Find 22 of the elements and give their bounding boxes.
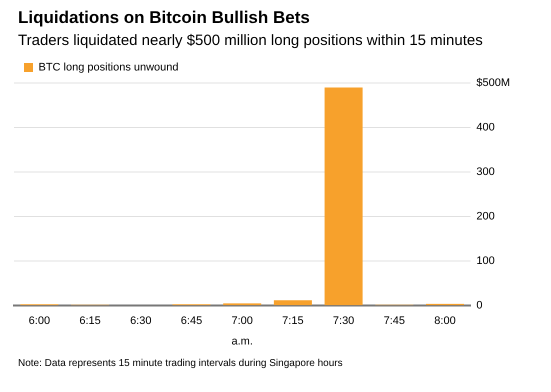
x-tick-label: 7:00 bbox=[231, 315, 253, 328]
y-tick-label: 200 bbox=[476, 210, 495, 223]
y-tick-label: 0 bbox=[476, 300, 482, 312]
y-tick-label: 300 bbox=[476, 166, 495, 178]
x-tick-label: 6:30 bbox=[130, 315, 152, 328]
x-tick-label: 6:45 bbox=[180, 315, 202, 328]
chart-title: Liquidations on Bitcoin Bullish Bets bbox=[18, 8, 310, 28]
x-tick-label: 6:15 bbox=[79, 315, 101, 328]
y-tick-label: $500M bbox=[476, 77, 510, 90]
y-tick-label: 400 bbox=[476, 122, 495, 134]
x-tick-label: 7:30 bbox=[332, 315, 354, 328]
x-tick-label: 7:15 bbox=[282, 315, 304, 328]
x-tick-label: 6:00 bbox=[28, 315, 50, 328]
bar bbox=[274, 300, 312, 306]
x-tick-label: 8:00 bbox=[434, 315, 456, 328]
text: Note: Data represents 15 minute trading intervals during Singapore hours bbox=[18, 357, 343, 370]
y-tick-label: 100 bbox=[476, 255, 495, 268]
x-tick-label: 7:45 bbox=[384, 315, 406, 328]
legend-label: BTC long positions unwound bbox=[38, 62, 179, 74]
chart-subtitle: Traders liquidated nearly $500 million long positions within 15 minutes bbox=[18, 32, 483, 49]
bar bbox=[324, 87, 363, 306]
x-axis-title: a.m. bbox=[231, 335, 253, 348]
